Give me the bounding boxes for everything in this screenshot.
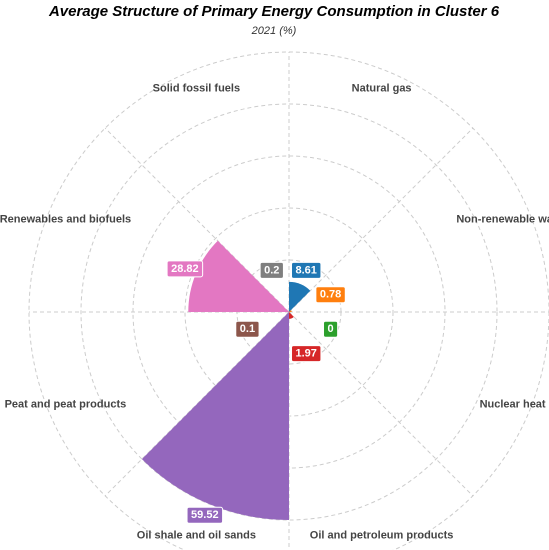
bar — [289, 281, 311, 312]
value-label-text: 59.52 — [191, 509, 219, 521]
category-label: Peat and peat products — [5, 399, 127, 411]
category-label: Oil shale and oil sands — [137, 529, 256, 541]
value-label: 28.82 — [166, 260, 204, 278]
value-label-box — [166, 260, 204, 278]
chart-subtitle: 2021 (%) — [251, 25, 297, 37]
value-label-text: 0.1 — [240, 323, 255, 335]
value-label-box — [291, 261, 322, 279]
value-label-text: 1.97 — [296, 347, 317, 359]
category-label: Renewables and biofuels — [0, 213, 131, 225]
value-label-box — [323, 320, 339, 338]
value-label-box — [291, 345, 322, 363]
category-label: Nuclear heat — [480, 399, 546, 411]
value-label-box — [315, 286, 346, 304]
value-label-text: 0.78 — [320, 289, 341, 301]
value-label-box — [235, 320, 260, 338]
value-label-text: 0 — [328, 323, 334, 335]
bar — [289, 310, 292, 312]
value-label-text: 8.61 — [296, 264, 317, 276]
category-label: Natural gas — [352, 82, 412, 94]
grid-ring — [80, 103, 498, 521]
value-label: 59.52 — [186, 506, 224, 524]
value-label-text: 28.82 — [171, 263, 199, 275]
category-label: Oil and petroleum products — [310, 529, 454, 541]
bar — [289, 312, 294, 319]
value-label-box — [186, 506, 224, 524]
grid-spoke — [288, 311, 474, 497]
value-label: 0.2 — [259, 261, 284, 279]
value-label: 1.97 — [291, 345, 322, 363]
value-label: 0.1 — [235, 320, 260, 338]
bar — [188, 240, 289, 312]
value-label: 0 — [323, 320, 339, 338]
value-label-text: 0.2 — [264, 264, 279, 276]
chart-title: Average Structure of Primary Energy Cons… — [48, 3, 500, 20]
grid-spoke — [288, 127, 474, 313]
value-label: 0.78 — [315, 286, 346, 304]
category-label: Solid fossil fuels — [153, 82, 240, 94]
value-label: 8.61 — [291, 261, 322, 279]
value-label-box — [259, 261, 284, 279]
category-label: Non-renewable waste — [456, 213, 549, 225]
bar — [141, 312, 289, 520]
